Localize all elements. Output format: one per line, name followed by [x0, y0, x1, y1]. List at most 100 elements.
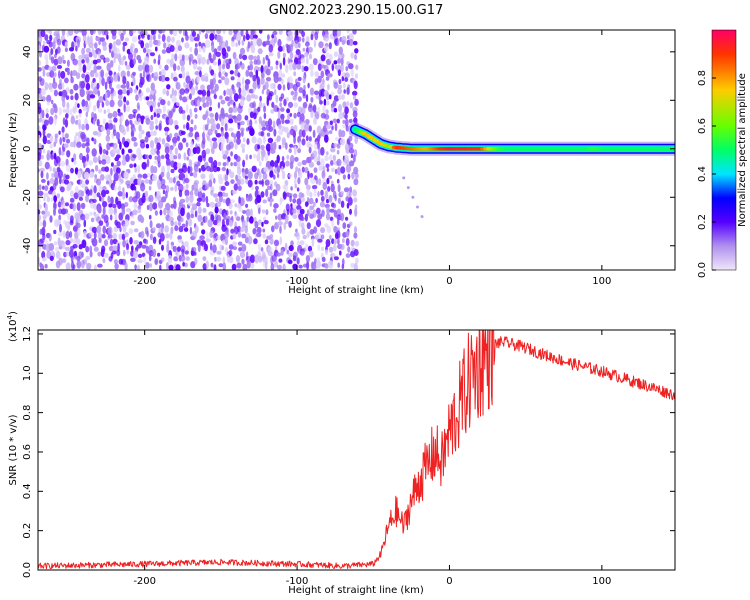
noise-speckle [348, 142, 354, 150]
noise-speckle [354, 48, 359, 54]
noise-speckle [301, 159, 307, 166]
snr-y-axis-label: SNR (10 * v/v) [8, 414, 19, 485]
x-tick-label: 100 [592, 276, 611, 287]
noise-speckle [245, 208, 251, 217]
noise-speckle [169, 30, 174, 35]
noise-speckle [157, 252, 161, 257]
noise-speckle [196, 136, 200, 143]
noise-speckle [196, 74, 200, 83]
noise-speckle [144, 239, 149, 245]
noise-speckle [304, 213, 308, 222]
noise-speckle [130, 257, 136, 262]
noise-speckle [62, 99, 66, 108]
noise-speckle [327, 260, 334, 269]
noise-speckle [156, 39, 161, 47]
noise-speckle [38, 59, 41, 67]
noise-speckle [125, 64, 131, 70]
noise-speckle [236, 167, 242, 176]
noise-speckle [292, 255, 297, 262]
noise-speckle [93, 64, 97, 74]
noise-speckle [262, 172, 268, 180]
noise-speckle [245, 154, 249, 161]
noise-speckle [326, 198, 329, 204]
noise-speckle [331, 238, 335, 245]
noise-speckle [210, 69, 215, 76]
y-tick-label: 0.0 [22, 562, 33, 578]
noise-speckle [204, 243, 208, 252]
noise-speckle [286, 132, 290, 139]
noise-speckle [293, 135, 296, 145]
noise-speckle [217, 161, 222, 166]
signal-core [498, 147, 505, 151]
noise-speckle [277, 38, 282, 48]
noise-speckle [80, 80, 85, 89]
noise-speckle [336, 227, 341, 232]
noise-speckle [236, 81, 242, 88]
noise-speckle [196, 201, 201, 207]
noise-speckle [344, 77, 349, 82]
noise-speckle [203, 155, 206, 162]
noise-speckle [284, 126, 289, 133]
noise-speckle [337, 58, 342, 64]
noise-speckle [296, 63, 302, 70]
noise-speckle [188, 56, 192, 66]
noise-speckle [225, 218, 230, 226]
noise-speckle [123, 171, 129, 180]
noise-speckle [131, 30, 137, 34]
noise-speckle [44, 263, 48, 269]
noise-speckle [336, 143, 341, 149]
noise-speckle [317, 238, 323, 243]
noise-speckle [296, 57, 302, 66]
noise-speckle [108, 203, 113, 208]
noise-speckle [224, 77, 230, 86]
noise-speckle [336, 219, 340, 226]
noise-speckle [230, 40, 235, 48]
noise-speckle [249, 119, 253, 128]
noise-speckle [263, 216, 267, 221]
noise-speckle [346, 87, 350, 95]
noise-speckle [325, 124, 332, 130]
noise-speckle [302, 234, 307, 240]
noise-speckle [150, 147, 156, 156]
noise-speckle [149, 120, 155, 126]
noise-speckle [250, 262, 255, 269]
noise-speckle [265, 40, 271, 46]
noise-speckle [133, 228, 139, 233]
noise-speckle [269, 66, 274, 71]
noise-speckle [176, 101, 181, 107]
noise-speckle [264, 152, 269, 162]
noise-speckle [72, 106, 77, 114]
noise-speckle [289, 118, 294, 125]
noise-speckle [332, 154, 337, 162]
noise-speckle [267, 58, 271, 68]
noise-speckle [293, 171, 298, 180]
noise-speckle [249, 127, 255, 137]
noise-speckle [88, 90, 94, 96]
noise-speckle [102, 118, 106, 125]
noise-speckle [353, 197, 358, 203]
noise-speckle [129, 163, 134, 169]
noise-speckle [285, 203, 290, 212]
noise-speckle [49, 177, 55, 184]
noise-speckle [349, 102, 354, 109]
noise-speckle [295, 166, 298, 173]
noise-speckle [303, 84, 306, 91]
noise-speckle [320, 54, 326, 62]
noise-speckle [269, 234, 274, 239]
noise-speckle [157, 59, 161, 66]
noise-speckle [86, 103, 90, 113]
noise-speckle [181, 241, 184, 246]
noise-speckle [124, 262, 128, 270]
noise-speckle [327, 83, 330, 91]
noise-speckle [332, 30, 338, 38]
noise-speckle [313, 167, 318, 173]
noise-speckle [228, 141, 234, 149]
noise-speckle [317, 191, 320, 197]
noise-speckle [239, 251, 246, 259]
noise-speckle [198, 41, 202, 47]
noise-speckle [41, 251, 46, 259]
noise-speckle [180, 207, 185, 217]
noise-speckle [324, 249, 329, 256]
noise-speckle [112, 250, 117, 255]
